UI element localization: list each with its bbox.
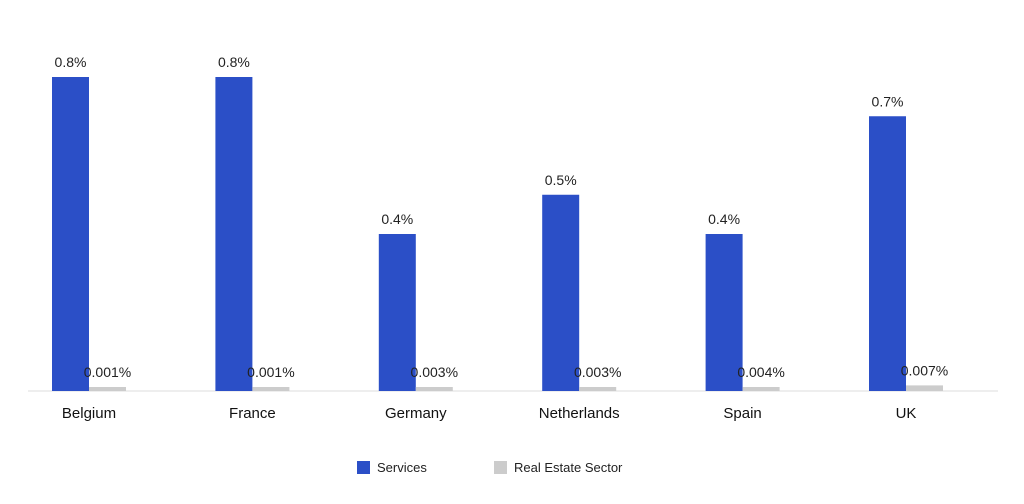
bar-real-estate-france [252,387,290,391]
bars-layer [52,77,943,391]
data-label-real-estate-belgium: 0.001% [84,364,131,380]
data-label-real-estate-netherlands: 0.003% [574,364,621,380]
legend-label-services: Services [377,460,427,475]
legend-swatch-real-estate [494,461,507,474]
data-label-services-belgium: 0.8% [55,54,87,70]
bar-services-uk [869,116,906,391]
bar-real-estate-germany [415,387,453,391]
x-tick-france: France [229,405,276,422]
data-label-services-netherlands: 0.5% [545,172,577,188]
bar-services-spain [705,234,743,391]
labels-layer: 0.8% 0.001% 0.8% 0.001% 0.4% 0.003% 0.5% 0.003%… [55,54,949,380]
x-tick-netherlands: Netherlands [539,405,620,422]
data-label-services-france: 0.8% [218,54,250,70]
x-tick-belgium: Belgium [62,405,116,422]
bar-services-belgium [52,77,89,391]
bar-real-estate-uk [906,385,943,391]
x-tick-uk: UK [896,405,917,422]
bar-services-germany [378,234,416,391]
bar-services-netherlands [542,194,580,391]
data-label-services-spain: 0.4% [708,211,740,227]
x-tick-labels: Belgium France Germany Netherlands Spain UK [62,405,917,422]
bar-real-estate-belgium [89,387,126,391]
legend-item-real-estate: Real Estate Sector [494,460,623,475]
bar-services-france [215,77,253,391]
data-label-services-germany: 0.4% [381,211,413,227]
bar-real-estate-spain [742,387,780,391]
data-label-services-uk: 0.7% [872,93,904,109]
legend: Services Real Estate Sector [357,460,623,475]
bar-real-estate-netherlands [579,387,617,391]
data-label-real-estate-france: 0.001% [247,364,294,380]
x-tick-spain: Spain [723,405,761,422]
legend-swatch-services [357,461,370,474]
data-label-real-estate-uk: 0.007% [901,362,948,378]
legend-item-services: Services [357,460,427,475]
legend-label-real-estate: Real Estate Sector [514,460,623,475]
data-label-real-estate-germany: 0.003% [411,364,458,380]
x-tick-germany: Germany [385,405,447,422]
data-label-real-estate-spain: 0.004% [737,364,784,380]
